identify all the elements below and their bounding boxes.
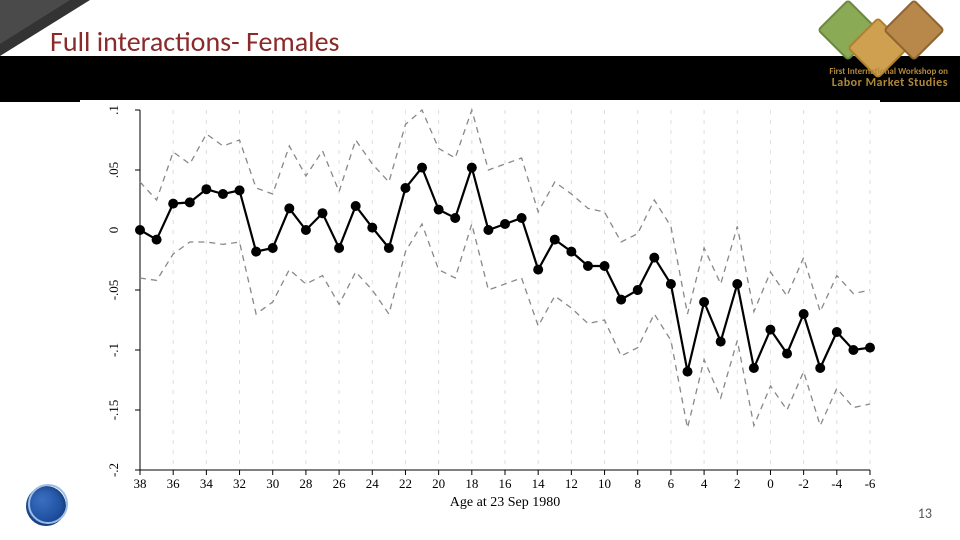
svg-text:26: 26 <box>333 476 347 491</box>
svg-text:14: 14 <box>532 476 546 491</box>
svg-text:24: 24 <box>366 476 380 491</box>
workshop-line2: Labor Market Studies <box>829 77 948 90</box>
svg-text:-.15: -.15 <box>106 400 121 421</box>
header-badge <box>805 0 960 110</box>
chart-area: -.2-.15-.1-.050.05.138363432302826242220… <box>80 100 880 510</box>
svg-text:34: 34 <box>200 476 214 491</box>
svg-text:8: 8 <box>634 476 641 491</box>
page-number: 13 <box>918 505 932 522</box>
workshop-label: First International Workshop on Labor Ma… <box>829 67 948 90</box>
svg-text:4: 4 <box>701 476 708 491</box>
institution-logo <box>26 486 66 526</box>
svg-text:10: 10 <box>598 476 611 491</box>
svg-text:-4: -4 <box>831 476 842 491</box>
svg-text:38: 38 <box>134 476 147 491</box>
svg-text:20: 20 <box>432 476 445 491</box>
svg-text:2: 2 <box>734 476 741 491</box>
svg-text:0: 0 <box>106 227 121 234</box>
svg-text:.1: .1 <box>106 105 121 115</box>
svg-text:22: 22 <box>399 476 412 491</box>
svg-text:-.05: -.05 <box>106 280 121 301</box>
svg-text:Age at 23 Sep 1980: Age at 23 Sep 1980 <box>450 495 560 510</box>
svg-text:-.2: -.2 <box>106 463 121 477</box>
svg-text:0: 0 <box>767 476 774 491</box>
svg-text:36: 36 <box>167 476 181 491</box>
slide-title: Full interactions- Females <box>50 24 340 59</box>
slide: Full interactions- Females First Interna… <box>0 0 960 540</box>
svg-text:12: 12 <box>565 476 578 491</box>
svg-text:28: 28 <box>299 476 312 491</box>
svg-text:32: 32 <box>233 476 246 491</box>
svg-text:18: 18 <box>465 476 478 491</box>
svg-text:30: 30 <box>266 476 279 491</box>
chart-svg: -.2-.15-.1-.050.05.138363432302826242220… <box>80 100 880 510</box>
svg-text:-6: -6 <box>865 476 876 491</box>
svg-text:-2: -2 <box>798 476 809 491</box>
svg-text:-.1: -.1 <box>106 343 121 357</box>
svg-text:.05: .05 <box>106 162 121 178</box>
svg-text:16: 16 <box>499 476 513 491</box>
svg-text:6: 6 <box>668 476 675 491</box>
